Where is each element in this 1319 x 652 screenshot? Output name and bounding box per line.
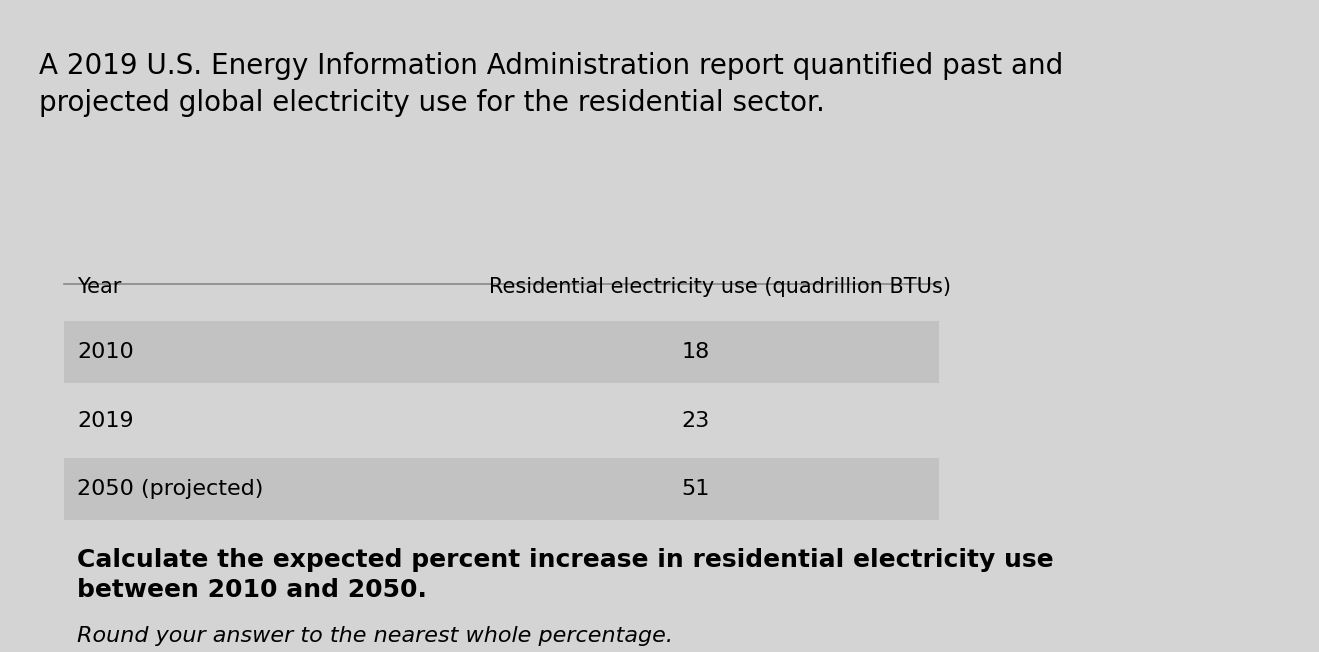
Text: Round your answer to the nearest whole percentage.: Round your answer to the nearest whole p… — [78, 626, 673, 646]
Text: 2010: 2010 — [78, 342, 135, 362]
Text: 51: 51 — [682, 479, 710, 499]
Text: 23: 23 — [682, 411, 710, 430]
FancyBboxPatch shape — [65, 458, 939, 520]
Text: Calculate the expected percent increase in residential electricity use
between 2: Calculate the expected percent increase … — [78, 548, 1054, 602]
Text: 18: 18 — [682, 342, 710, 362]
Text: 2019: 2019 — [78, 411, 133, 430]
Text: Year: Year — [78, 276, 121, 297]
Text: A 2019 U.S. Energy Information Administration report quantified past and
project: A 2019 U.S. Energy Information Administr… — [38, 52, 1063, 117]
Text: Residential electricity use (quadrillion BTUs): Residential electricity use (quadrillion… — [489, 276, 951, 297]
Text: 2050 (projected): 2050 (projected) — [78, 479, 264, 499]
FancyBboxPatch shape — [65, 321, 939, 383]
